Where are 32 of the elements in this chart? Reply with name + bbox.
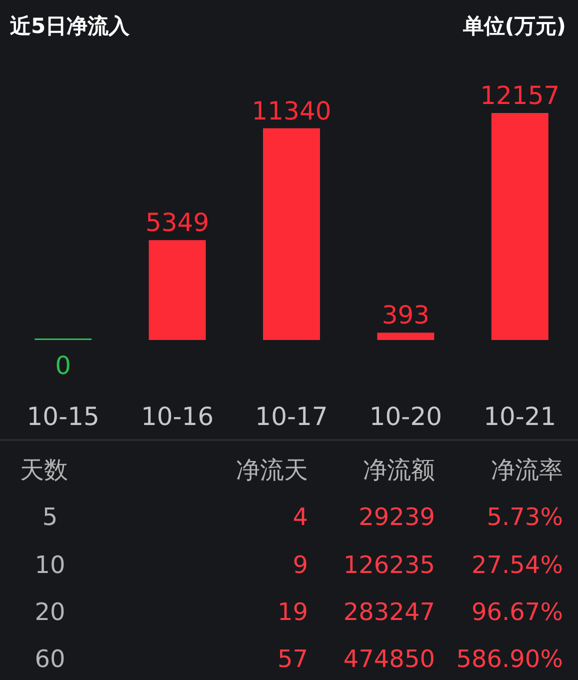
text: 27.54% [471, 551, 563, 579]
text: 天数 [20, 456, 68, 484]
x-tick-label: 10-17 [255, 402, 328, 431]
x-tick-label: 10-20 [369, 402, 442, 431]
text: 60 [34, 645, 66, 673]
text: 5 [42, 503, 58, 531]
x-tick-label: 10-15 [26, 402, 100, 431]
text: 净流率 [491, 456, 563, 484]
text: 9 [292, 551, 308, 579]
chart-subtitle: 单位(万元) [462, 14, 566, 38]
data-label: 11340 [252, 96, 332, 126]
text: 474850 [343, 645, 435, 673]
text: 283247 [343, 598, 435, 626]
x-tick-label: 10-16 [140, 402, 214, 431]
x-tick-label: 10-21 [484, 402, 556, 431]
text: 29239 [358, 503, 435, 531]
text: 10 [34, 551, 66, 579]
text: 20 [34, 598, 66, 626]
chart-title: 近5日净流入 [9, 14, 131, 38]
data-label: 12157 [480, 81, 560, 110]
data-label: 0 [55, 351, 72, 380]
text: 净流天 [236, 456, 308, 484]
data-label: 393 [382, 300, 430, 330]
text: 57 [277, 645, 308, 673]
text: 126235 [343, 551, 435, 579]
text: 4 [292, 503, 308, 531]
text: 586.90% [456, 645, 563, 673]
text: 19 [277, 598, 308, 626]
data-label: 5349 [145, 208, 210, 238]
text: 净流额 [363, 456, 435, 484]
text: 5.73% [486, 503, 563, 531]
text: 96.67% [471, 598, 563, 626]
